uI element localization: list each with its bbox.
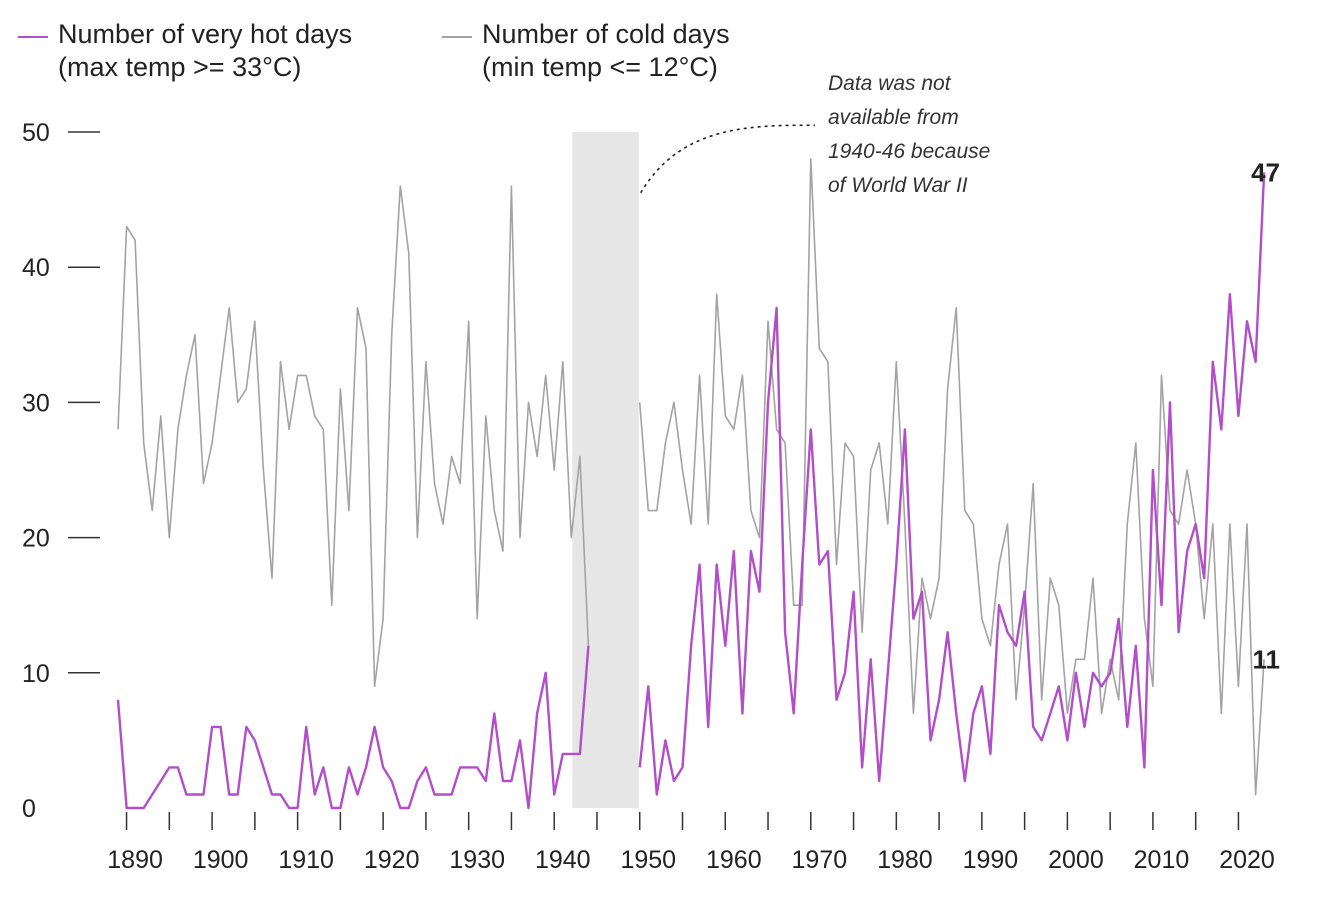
x-tick-label: 1890	[107, 846, 163, 874]
x-tick-label: 1920	[364, 846, 420, 874]
legend-label-cold-days: Number of cold days	[482, 19, 730, 49]
end-label-hot-days: 47	[1251, 158, 1280, 188]
legend-swatch-hot-days	[18, 36, 48, 38]
x-tick-label: 1980	[877, 846, 933, 874]
x-tick-label: 2020	[1219, 846, 1275, 874]
series-line-hot-days	[116, 645, 590, 810]
series-line-cold-days	[117, 185, 590, 688]
y-tick-label: 30	[22, 389, 50, 417]
y-tick-label: 40	[22, 254, 50, 282]
series-line-cold-days	[638, 158, 1265, 796]
end-label-cold-days: 11	[1253, 644, 1281, 674]
y-tick-label: 50	[22, 119, 50, 147]
legend-sublabel-hot-days: (max temp >= 33°C)	[58, 52, 302, 82]
annotation-text-line: Data was not	[828, 72, 952, 95]
x-tick-label: 2010	[1134, 846, 1190, 874]
data-gap-band	[572, 132, 639, 808]
x-tick-label: 1950	[620, 846, 676, 874]
annotation-connector	[640, 124, 816, 194]
series-line-hot-days	[638, 172, 1266, 796]
x-tick-label: 1930	[449, 846, 505, 874]
x-tick-label: 1970	[792, 846, 848, 874]
x-tick-label: 1910	[278, 846, 334, 874]
annotation-text-line: available from	[828, 106, 959, 129]
annotation-text-line: 1940-46 because	[828, 140, 990, 163]
y-tick-label: 10	[22, 660, 50, 688]
x-tick-label: 1900	[193, 846, 249, 874]
legend-sublabel-cold-days: (min temp <= 12°C)	[482, 52, 718, 82]
legend-label-hot-days: Number of very hot days	[58, 19, 353, 49]
x-tick-label: 1990	[963, 846, 1019, 874]
y-tick-label: 20	[22, 525, 50, 553]
legend-swatch-cold-days	[442, 36, 472, 38]
annotation-text-line: of World War II	[828, 174, 968, 197]
x-tick-label: 2000	[1048, 846, 1104, 874]
x-tick-label: 1960	[706, 846, 762, 874]
y-tick-label: 0	[22, 795, 36, 823]
x-tick-label: 1940	[535, 846, 591, 874]
